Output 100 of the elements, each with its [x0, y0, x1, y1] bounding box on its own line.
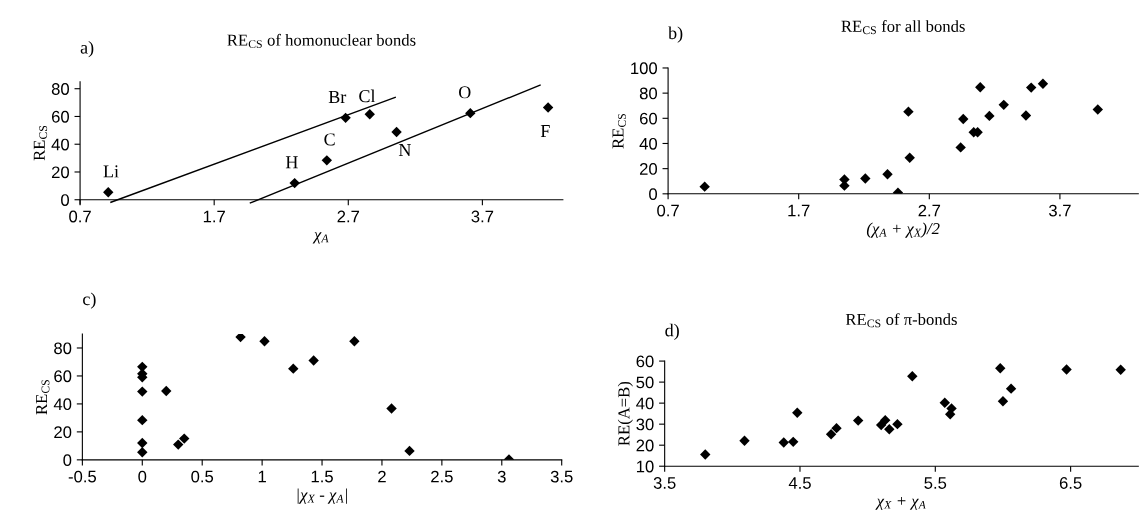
y-tick-label: 30 [636, 418, 654, 431]
point [364, 109, 375, 120]
y-tick-label: 100 [631, 62, 658, 75]
point [778, 437, 789, 448]
y-tick-label: 40 [53, 398, 72, 411]
point [161, 385, 172, 397]
y-tick-label: 0 [61, 194, 70, 206]
x-axis-title: |χ$_{X}$ - χ$_{A}$| [297, 488, 347, 504]
y-axis-title: RE(A=B) [617, 381, 633, 446]
point [179, 433, 190, 444]
point [892, 418, 903, 430]
point [289, 177, 300, 189]
y-tick-label: 80 [639, 87, 658, 100]
y-tick-label: 20 [636, 439, 654, 452]
point [884, 424, 895, 435]
y-tick-label: 40 [639, 137, 658, 150]
x-tick-label: 3 [497, 470, 506, 483]
x-axis-title: (χ$_{A}$ + χ$_{X}$)/2 [866, 222, 940, 238]
text: c) [83, 292, 96, 309]
point [997, 396, 1009, 407]
point [137, 386, 148, 397]
point [699, 181, 710, 192]
x-tick-label: 1.7 [203, 210, 225, 223]
point [860, 173, 871, 184]
point [958, 113, 969, 125]
annotation: H [285, 156, 298, 169]
x-tick-label: 0 [138, 470, 147, 483]
point [542, 102, 554, 113]
point [404, 445, 415, 457]
text: d) [665, 323, 679, 341]
x-axis-title: χ$_{A}$ [312, 232, 329, 244]
point [984, 110, 995, 122]
point [882, 168, 893, 180]
point [1061, 364, 1072, 375]
y-tick-label: 40 [636, 397, 654, 410]
y-tick-label: 20 [639, 163, 658, 175]
point [975, 82, 986, 93]
y-tick-label: 0 [63, 454, 72, 467]
point [825, 429, 837, 440]
y-tick-label: 40 [51, 138, 70, 151]
y-axis-title: RE$_{CS}$ [612, 114, 626, 149]
point [700, 449, 711, 460]
point [831, 422, 842, 434]
x-tick-label: 6.5 [1059, 477, 1082, 489]
x-tick-label: 2.5 [431, 470, 453, 483]
x-tick-label: 3.5 [550, 470, 573, 483]
point [792, 407, 803, 419]
point [288, 363, 299, 374]
point [321, 155, 333, 166]
x-axis-title: χ$_{X}$ + χ$_{A}$ [875, 496, 926, 510]
point [907, 371, 918, 382]
point [259, 336, 270, 347]
point [386, 403, 397, 414]
point [1005, 383, 1017, 394]
point [391, 126, 402, 138]
annotation: N [398, 144, 411, 156]
x-tick-label: 0.7 [657, 204, 679, 217]
point [1025, 82, 1037, 93]
point [903, 106, 914, 117]
point [852, 415, 864, 426]
y-tick-label: 60 [636, 355, 654, 368]
point [880, 414, 891, 426]
chart-title: RE$_{CS}$ of homonuclear bonds [227, 33, 416, 48]
annotation: Cl [359, 89, 376, 103]
x-tick-label: 3.7 [471, 210, 494, 223]
point [739, 435, 750, 446]
text: b) [668, 26, 683, 43]
x-tick-label: 4.5 [788, 477, 811, 489]
x-tick-label: 0.7 [69, 210, 91, 223]
point [173, 439, 184, 450]
annotation: O [458, 86, 471, 99]
y-tick-label: 20 [51, 166, 70, 179]
x-tick-label: 1.7 [788, 204, 810, 217]
y-tick-label: 60 [54, 370, 72, 383]
point [1020, 110, 1032, 121]
x-tick-label: 1 [258, 470, 266, 483]
x-tick-label: 0.5 [191, 470, 214, 483]
y-tick-label: 60 [639, 112, 658, 125]
y-tick-label: 50 [636, 376, 654, 389]
point [349, 336, 360, 347]
point [137, 437, 148, 449]
point [340, 112, 351, 124]
annotation: C [324, 133, 335, 146]
x-tick-label: 2.7 [918, 204, 941, 217]
x-tick-label: -0.5 [68, 470, 97, 483]
y-tick-label: 0 [649, 188, 658, 201]
point [137, 414, 148, 426]
chart-title: RE$_{CS}$ of π-bonds [845, 313, 957, 328]
point [137, 447, 148, 458]
point [939, 397, 950, 408]
x-tick-label: 2.7 [337, 210, 360, 223]
point [235, 334, 246, 343]
point [1092, 104, 1103, 115]
y-tick-label: 20 [54, 426, 72, 439]
point [103, 187, 114, 198]
point [904, 152, 915, 163]
x-tick-label: 5.5 [924, 477, 947, 489]
y-tick-label: 60 [51, 110, 70, 123]
y-tick-label: 80 [54, 342, 72, 355]
y-tick-label: 80 [51, 83, 70, 95]
